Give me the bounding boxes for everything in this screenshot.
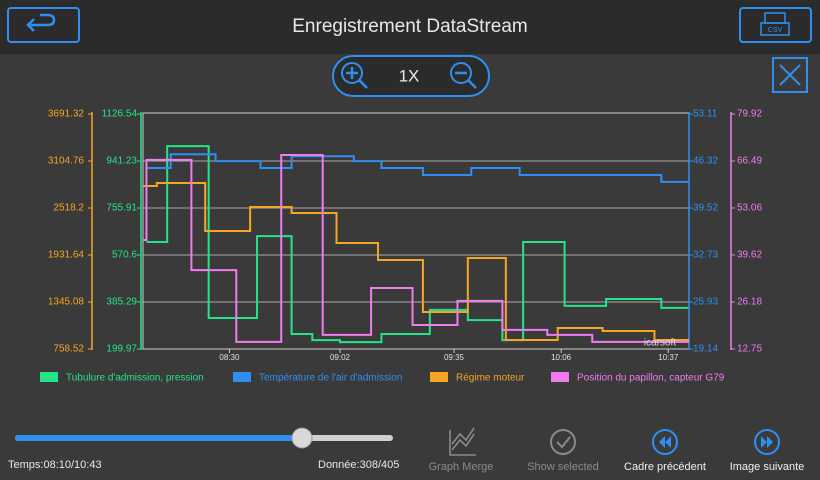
show-selected-icon bbox=[550, 429, 576, 455]
y-tick-label: 39.62 bbox=[737, 250, 762, 261]
legend-swatch bbox=[233, 372, 251, 382]
csv-frame[interactable] bbox=[739, 7, 812, 43]
watermark: icarsoft bbox=[644, 338, 676, 349]
slider-knob[interactable] bbox=[291, 427, 313, 449]
legend-label: Position du papillon, capteur G79 bbox=[577, 373, 725, 384]
chart: 08:30 09:02 09:35 10:06 10:37 199.97 385.29 570… bbox=[40, 109, 762, 384]
show-selected-icon bbox=[556, 436, 571, 449]
zoom-in-icon[interactable] bbox=[341, 62, 363, 84]
close-icon bbox=[779, 64, 801, 86]
zoom-pill bbox=[332, 55, 490, 97]
slider[interactable] bbox=[15, 427, 393, 449]
zoom-in-icon bbox=[346, 67, 368, 89]
y-tick-label: 12.75 bbox=[737, 344, 762, 355]
y-tick-label: 53.11 bbox=[693, 109, 718, 120]
close-button[interactable] bbox=[772, 57, 808, 93]
data-count: Donnée:308/405 bbox=[318, 459, 399, 471]
slider-fill bbox=[15, 435, 302, 441]
next-frame-button[interactable]: Image suivante bbox=[730, 429, 805, 473]
graph-merge-icon bbox=[449, 427, 476, 456]
x-tick-label: 09:02 bbox=[330, 353, 351, 362]
y-tick-label: 758.52 bbox=[53, 344, 84, 355]
legend-swatch bbox=[430, 372, 448, 382]
y-tick-label: 570.6 bbox=[112, 250, 137, 261]
zoom-level: 1X bbox=[399, 66, 420, 85]
y-tick-label: 199.97 bbox=[106, 344, 137, 355]
next-icon bbox=[754, 429, 780, 455]
previous-frame-button[interactable]: Cadre précédent bbox=[624, 429, 706, 473]
button-label: Graph Merge bbox=[429, 461, 494, 473]
legend-label: Régime moteur bbox=[456, 373, 525, 384]
y-tick-label: 79.92 bbox=[737, 109, 762, 120]
button-label: Cadre précédent bbox=[624, 461, 706, 473]
legend-swatch bbox=[40, 372, 58, 382]
printer-icon bbox=[760, 22, 790, 36]
y-tick-label: 1931.64 bbox=[48, 250, 85, 261]
x-tick-label: 10:06 bbox=[551, 353, 572, 362]
zoom-out-icon bbox=[455, 71, 477, 89]
x-tick-label: 10:37 bbox=[658, 353, 679, 362]
legend-swatch bbox=[551, 372, 569, 382]
button-label: Show selected bbox=[527, 461, 599, 473]
series-line bbox=[146, 153, 689, 183]
csv-label: CSV bbox=[768, 27, 783, 34]
x-tick-label: 08:30 bbox=[219, 353, 240, 362]
series-line bbox=[143, 182, 689, 341]
zoom-in[interactable] bbox=[341, 62, 368, 89]
next-icon bbox=[761, 436, 773, 448]
y-tick-label: 46.32 bbox=[693, 156, 718, 167]
previous-icon bbox=[652, 429, 678, 455]
previous-icon bbox=[659, 436, 671, 448]
show-selected-button[interactable]: Show selected bbox=[527, 429, 599, 473]
header-bar bbox=[0, 0, 820, 54]
zoom-out-icon[interactable] bbox=[450, 62, 472, 84]
csv-button[interactable]: CSV bbox=[739, 7, 812, 43]
series-line bbox=[143, 154, 689, 343]
y-tick-label: 1126.54 bbox=[102, 109, 138, 120]
y-tick-label: 3104.76 bbox=[48, 156, 85, 167]
back-button[interactable] bbox=[7, 7, 80, 43]
time-label: Temps:08:10/10:43 bbox=[8, 459, 102, 471]
legend-label: Tubulure d'admission, pression bbox=[66, 373, 204, 384]
close-frame[interactable] bbox=[772, 57, 808, 93]
back-icon bbox=[26, 13, 56, 32]
y-tick-label: 941.23 bbox=[106, 156, 137, 167]
zoom-out[interactable] bbox=[450, 62, 477, 89]
title: Enregistrement DataStream bbox=[292, 16, 528, 37]
series-line bbox=[146, 145, 689, 344]
y-tick-label: 53.06 bbox=[737, 203, 762, 214]
legend-label: Température de l'air d'admission bbox=[259, 373, 402, 384]
y-tick-label: 25.93 bbox=[693, 297, 718, 308]
y-tick-label: 39.52 bbox=[693, 203, 718, 214]
button-label: Image suivante bbox=[730, 461, 805, 473]
back-frame[interactable] bbox=[7, 7, 80, 43]
y-tick-label: 1345.08 bbox=[48, 297, 85, 308]
y-tick-label: 32.73 bbox=[693, 250, 718, 261]
y-tick-label: 3691.32 bbox=[48, 109, 85, 120]
y-tick-label: 755.91 bbox=[106, 203, 137, 214]
y-tick-label: 26.18 bbox=[737, 297, 762, 308]
y-tick-label: 385.29 bbox=[106, 297, 137, 308]
y-tick-label: 2518.2 bbox=[53, 203, 84, 214]
y-tick-label: 19.14 bbox=[693, 344, 718, 355]
zoom-control: 1X bbox=[332, 55, 490, 97]
y-tick-label: 66.49 bbox=[737, 156, 762, 167]
graph-merge-button[interactable]: Graph Merge bbox=[429, 427, 494, 473]
x-tick-label: 09:35 bbox=[444, 353, 465, 362]
